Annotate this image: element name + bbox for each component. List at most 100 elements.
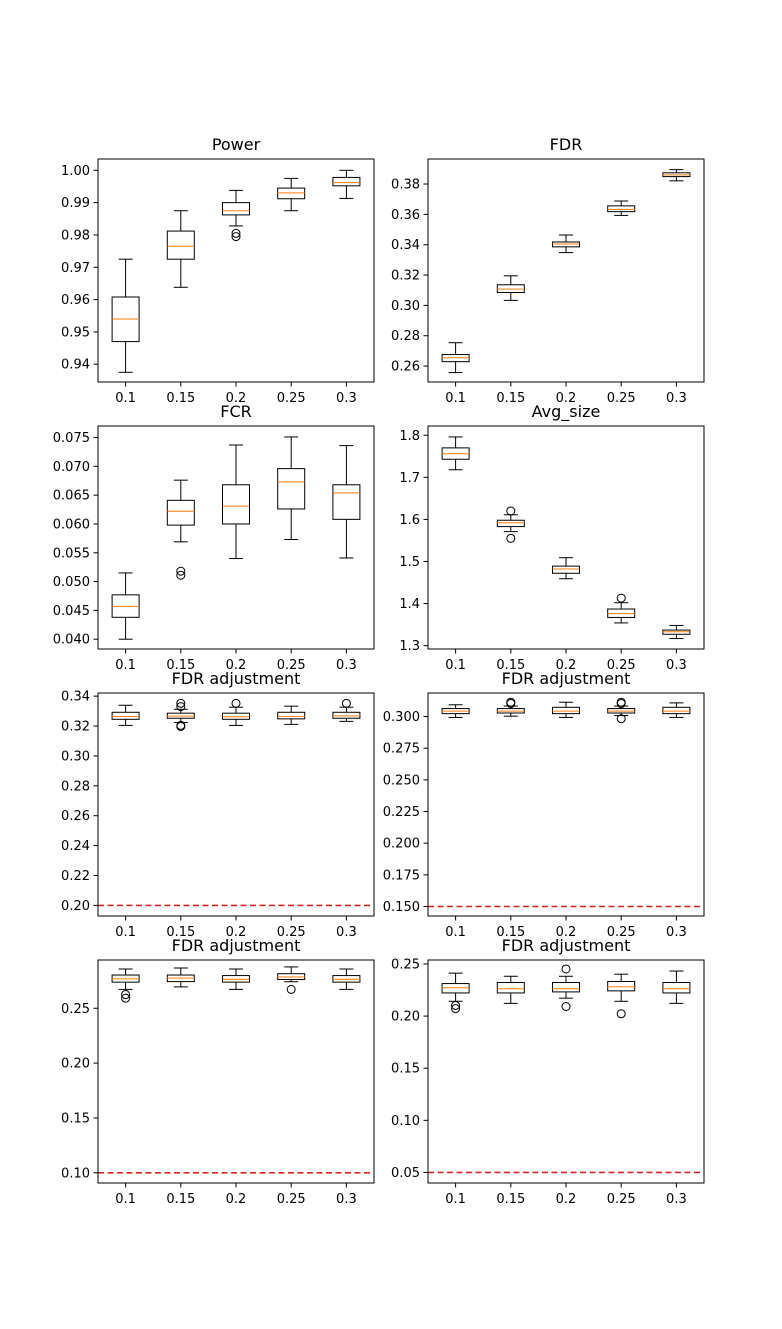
y-tick-label: 0.28 bbox=[61, 779, 90, 794]
iqr-box bbox=[496, 519, 525, 528]
iqr-box bbox=[222, 484, 250, 525]
box-0.15 bbox=[496, 697, 525, 717]
iqr-box bbox=[111, 711, 140, 720]
y-tick-label: 0.040 bbox=[53, 633, 90, 648]
y-tick-label: 0.25 bbox=[61, 1002, 90, 1017]
y-tick-label: 0.98 bbox=[61, 228, 90, 243]
y-tick-label: 1.6 bbox=[399, 513, 420, 528]
box-0.2 bbox=[222, 189, 250, 242]
box-0.25 bbox=[607, 697, 636, 724]
subplot-title: FDR adjustment bbox=[502, 936, 631, 955]
y-tick-label: 0.30 bbox=[391, 299, 420, 314]
y-tick-label: 0.275 bbox=[383, 742, 420, 757]
y-tick-label: 0.10 bbox=[391, 1114, 420, 1129]
outlier-point bbox=[616, 697, 626, 707]
y-tick-label: 0.96 bbox=[61, 293, 90, 308]
y-tick-label: 0.15 bbox=[391, 1062, 420, 1077]
y-tick-label: 0.050 bbox=[53, 575, 90, 590]
box-0.15 bbox=[166, 479, 195, 580]
y-tick-label: 0.22 bbox=[61, 869, 90, 884]
box-0.25 bbox=[277, 705, 306, 725]
box-0.25 bbox=[607, 973, 636, 1019]
x-tick-label: 0.1 bbox=[445, 658, 466, 673]
x-tick-label: 0.15 bbox=[496, 658, 525, 673]
x-tick-label: 0.2 bbox=[556, 925, 577, 940]
y-tick-label: 0.99 bbox=[61, 196, 90, 211]
y-tick-label: 1.8 bbox=[399, 429, 420, 444]
subplot-2: FDR 0.1 0.15 0.2 0.25 0.3 0.26 0.28 0.30 0.32 0.34… bbox=[391, 135, 705, 406]
y-tick-label: 0.045 bbox=[53, 604, 90, 619]
y-tick-label: 1.5 bbox=[399, 555, 420, 570]
y-tick-label: 0.94 bbox=[61, 358, 90, 373]
iqr-box bbox=[496, 284, 525, 293]
subplot-1: Power 0.1 0.15 0.2 0.25 0.3 0.94 0.95 0.96 0.97 0.… bbox=[61, 135, 375, 406]
y-tick-label: 0.10 bbox=[61, 1166, 90, 1181]
box-0.1 bbox=[111, 258, 140, 373]
y-tick-label: 0.20 bbox=[61, 1057, 90, 1072]
x-tick-label: 0.2 bbox=[556, 1192, 577, 1207]
box-0.1 bbox=[441, 704, 470, 718]
y-tick-label: 0.15 bbox=[61, 1111, 90, 1126]
y-tick-label: 0.26 bbox=[391, 360, 420, 375]
outlier-point bbox=[561, 964, 571, 974]
subplot-title: Avg_size bbox=[532, 402, 601, 422]
x-tick-label: 0.25 bbox=[607, 391, 636, 406]
y-tick-label: 1.00 bbox=[61, 164, 90, 179]
x-tick-label: 0.1 bbox=[115, 1192, 136, 1207]
outlier-point bbox=[506, 506, 516, 516]
subplot-6: FDR adjustment 0.1 0.15 0.2 0.25 0.3 0.150 0.17… bbox=[383, 669, 705, 940]
y-tick-label: 0.38 bbox=[391, 178, 420, 193]
subplot-title: Power bbox=[212, 135, 261, 154]
x-tick-label: 0.3 bbox=[336, 391, 357, 406]
x-tick-label: 0.3 bbox=[666, 391, 687, 406]
box-0.2 bbox=[222, 968, 250, 990]
y-tick-label: 0.065 bbox=[53, 489, 90, 504]
box-0.1 bbox=[111, 572, 140, 640]
outlier-point bbox=[231, 228, 241, 238]
x-tick-label: 0.25 bbox=[277, 1192, 306, 1207]
y-tick-label: 0.175 bbox=[383, 868, 420, 883]
y-tick-label: 0.250 bbox=[383, 773, 420, 788]
outlier-point bbox=[341, 698, 351, 708]
y-tick-label: 0.36 bbox=[391, 208, 420, 223]
iqr-box bbox=[441, 983, 470, 994]
outlier-point bbox=[176, 698, 186, 708]
x-tick-label: 0.25 bbox=[607, 658, 636, 673]
box-0.25 bbox=[607, 593, 636, 624]
box-0.25 bbox=[277, 436, 306, 541]
y-tick-label: 0.20 bbox=[391, 1010, 420, 1025]
x-tick-label: 0.3 bbox=[336, 658, 357, 673]
iqr-box bbox=[277, 711, 306, 720]
y-tick-label: 0.150 bbox=[383, 900, 420, 915]
box-0.2 bbox=[552, 557, 580, 580]
box-0.2 bbox=[552, 234, 580, 254]
x-tick-label: 0.15 bbox=[166, 391, 195, 406]
x-tick-label: 0.1 bbox=[445, 391, 466, 406]
outlier-point bbox=[506, 697, 516, 707]
y-tick-label: 0.225 bbox=[383, 805, 420, 820]
x-tick-label: 0.1 bbox=[115, 658, 136, 673]
box-0.3 bbox=[332, 445, 361, 559]
iqr-box bbox=[332, 176, 361, 187]
y-tick-label: 0.32 bbox=[61, 720, 90, 735]
subplot-title: FDR adjustment bbox=[172, 669, 301, 688]
box-0.2 bbox=[222, 444, 250, 560]
box-0.15 bbox=[166, 967, 195, 988]
y-tick-label: 0.97 bbox=[61, 261, 90, 276]
outlier-point bbox=[121, 990, 131, 1000]
x-tick-label: 0.25 bbox=[607, 925, 636, 940]
x-tick-label: 0.3 bbox=[336, 1192, 357, 1207]
y-tick-label: 1.3 bbox=[399, 639, 420, 654]
outlier-point bbox=[451, 1004, 461, 1014]
subplot-7: FDR adjustment 0.1 0.15 0.2 0.25 0.3 0.10 0.15 0… bbox=[61, 936, 375, 1207]
subplot-3: FCR 0.1 0.15 0.2 0.25 0.3 0.040 0.045 0.050 0.055… bbox=[53, 402, 375, 673]
y-tick-label: 0.24 bbox=[61, 839, 90, 854]
y-tick-label: 0.300 bbox=[383, 710, 420, 725]
y-tick-label: 0.070 bbox=[53, 460, 90, 475]
outlier-point bbox=[451, 1000, 461, 1010]
box-0.3 bbox=[662, 169, 691, 182]
subplot-title: FDR adjustment bbox=[502, 669, 631, 688]
box-0.1 bbox=[441, 436, 470, 471]
x-tick-label: 0.2 bbox=[226, 658, 247, 673]
